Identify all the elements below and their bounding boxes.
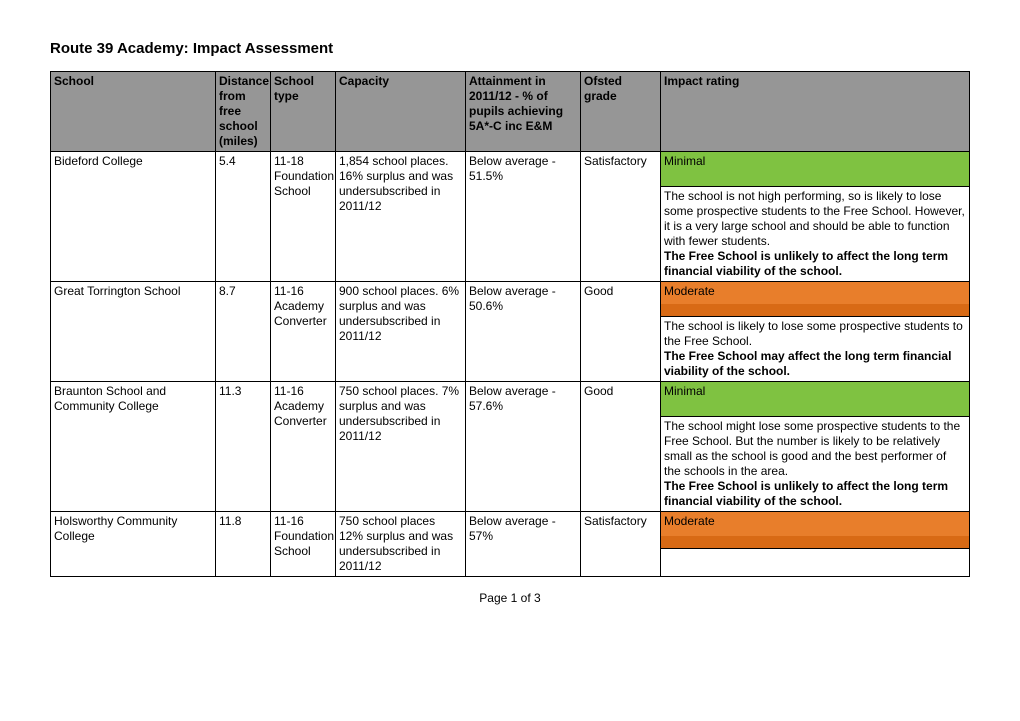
impact-description: The school is not high performing, so is… — [661, 187, 970, 282]
col-ofsted: Ofsted grade — [581, 72, 661, 152]
impact-description: The school might lose some prospective s… — [661, 417, 970, 512]
cell-attainment: Below average - 57% — [466, 512, 581, 577]
col-distance: Distance from free school (miles) — [216, 72, 271, 152]
impact-description: The school is likely to lose some prospe… — [661, 317, 970, 382]
table-row: Bideford College5.411-18 Foundation Scho… — [51, 152, 970, 187]
impact-rating: Moderate — [661, 512, 970, 549]
cell-ofsted: Satisfactory — [581, 512, 661, 577]
cell-type: 11-16 Academy Converter — [271, 382, 336, 512]
impact-desc-text: The school might lose some prospective s… — [664, 419, 960, 478]
cell-type: 11-18 Foundation School — [271, 152, 336, 282]
cell-capacity: 900 school places. 6% surplus and was un… — [336, 282, 466, 382]
col-type: School type — [271, 72, 336, 152]
cell-attainment: Below average - 51.5% — [466, 152, 581, 282]
impact-rating: Minimal — [661, 152, 970, 187]
cell-school: Bideford College — [51, 152, 216, 282]
impact-desc-text: The school is likely to lose some prospe… — [664, 319, 963, 348]
col-school: School — [51, 72, 216, 152]
cell-capacity: 1,854 school places. 16% surplus and was… — [336, 152, 466, 282]
table-row: Braunton School and Community College11.… — [51, 382, 970, 417]
cell-distance: 11.8 — [216, 512, 271, 577]
cell-school: Holsworthy Community College — [51, 512, 216, 577]
impact-desc-bold: The Free School may affect the long term… — [664, 349, 951, 378]
cell-distance: 8.7 — [216, 282, 271, 382]
impact-rating: Moderate — [661, 282, 970, 317]
cell-capacity: 750 school places. 7% surplus and was un… — [336, 382, 466, 512]
impact-desc-text: The school is not high performing, so is… — [664, 189, 965, 248]
table-header-row: School Distance from free school (miles)… — [51, 72, 970, 152]
cell-ofsted: Good — [581, 282, 661, 382]
cell-attainment: Below average - 57.6% — [466, 382, 581, 512]
impact-rating: Minimal — [661, 382, 970, 417]
col-impact: Impact rating — [661, 72, 970, 152]
cell-distance: 11.3 — [216, 382, 271, 512]
col-attainment: Attainment in 2011/12 - % of pupils achi… — [466, 72, 581, 152]
table-row: Great Torrington School8.711-16 Academy … — [51, 282, 970, 317]
impact-table: School Distance from free school (miles)… — [50, 71, 970, 577]
table-row: Holsworthy Community College11.811-16 Fo… — [51, 512, 970, 549]
cell-school: Great Torrington School — [51, 282, 216, 382]
col-capacity: Capacity — [336, 72, 466, 152]
page-number: Page 1 of 3 — [50, 591, 970, 605]
cell-capacity: 750 school places 12% surplus and was un… — [336, 512, 466, 577]
page-title: Route 39 Academy: Impact Assessment — [50, 40, 970, 57]
cell-attainment: Below average - 50.6% — [466, 282, 581, 382]
cell-distance: 5.4 — [216, 152, 271, 282]
cell-type: 11-16 Academy Converter — [271, 282, 336, 382]
impact-description — [661, 548, 970, 576]
cell-school: Braunton School and Community College — [51, 382, 216, 512]
cell-ofsted: Satisfactory — [581, 152, 661, 282]
cell-type: 11-16 Foundation School — [271, 512, 336, 577]
cell-ofsted: Good — [581, 382, 661, 512]
impact-desc-bold: The Free School is unlikely to affect th… — [664, 249, 948, 278]
impact-desc-bold: The Free School is unlikely to affect th… — [664, 479, 948, 508]
